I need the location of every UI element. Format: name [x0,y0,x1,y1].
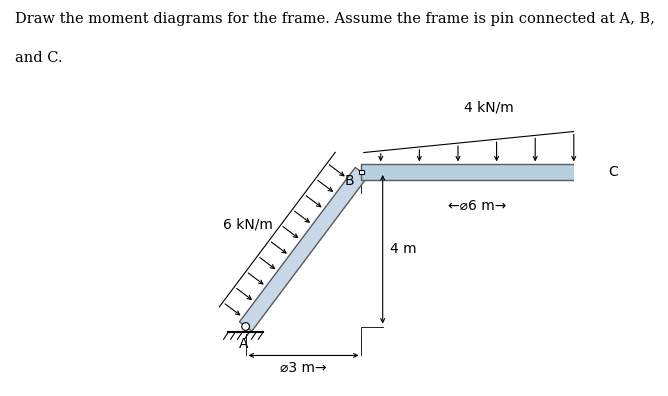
Text: C: C [609,165,619,179]
Text: A: A [239,337,248,351]
Text: 6 kN/m: 6 kN/m [223,218,273,232]
Bar [591,170,595,174]
Polygon shape [361,164,593,180]
Text: B: B [345,174,355,188]
Text: Draw the moment diagrams for the frame. Assume the frame is pin connected at A, : Draw the moment diagrams for the frame. … [15,12,655,26]
Bar [359,170,364,174]
Circle shape [242,323,249,330]
Polygon shape [239,168,367,331]
Text: ⌀3 m→: ⌀3 m→ [281,361,327,375]
Text: and C.: and C. [15,51,62,65]
Text: 4 kN/m: 4 kN/m [464,100,514,114]
Text: 4 m: 4 m [390,242,417,256]
Text: ←⌀6 m→: ←⌀6 m→ [448,199,506,213]
